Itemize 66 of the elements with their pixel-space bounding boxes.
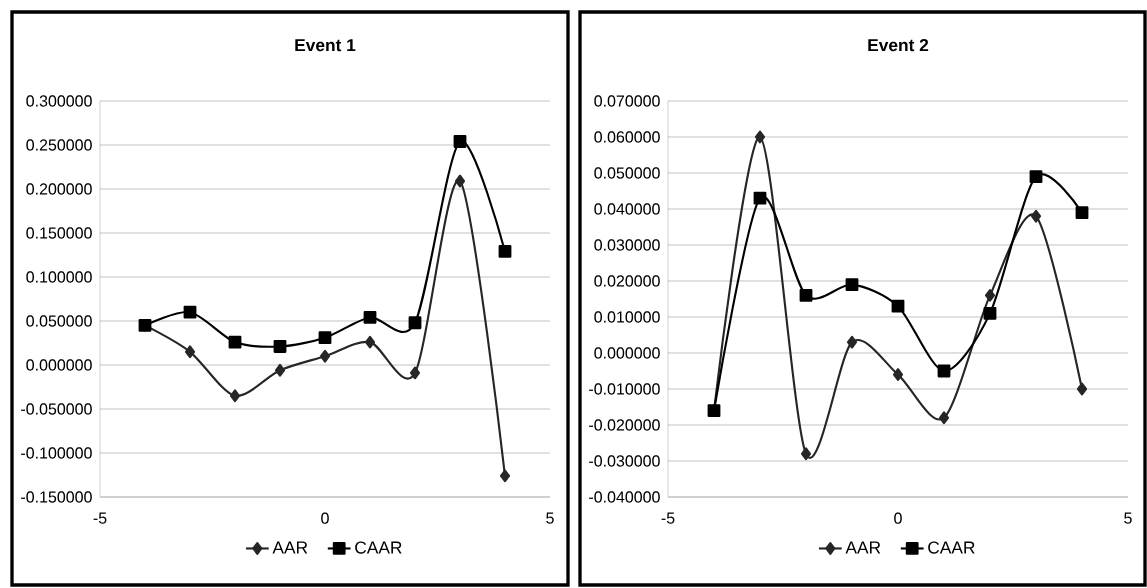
y-tick-label: -0.030000 [589, 455, 660, 467]
point [1076, 382, 1088, 396]
point [498, 245, 512, 258]
y-tick-label: 0.150000 [26, 227, 92, 239]
point [228, 335, 242, 349]
point [800, 447, 812, 461]
point [408, 316, 422, 330]
point [318, 331, 332, 345]
point [845, 278, 859, 291]
point [937, 364, 951, 378]
y-tick-label: 0.100000 [26, 271, 92, 283]
x-tick-label: 5 [546, 512, 554, 524]
point [363, 311, 377, 324]
y-tick-label: -0.020000 [589, 419, 660, 431]
point [364, 335, 376, 349]
point [454, 174, 466, 188]
point [1030, 209, 1042, 223]
point [319, 349, 331, 363]
y-tick-label: 0.050000 [594, 167, 660, 179]
y-tick-label: 0.060000 [594, 131, 660, 143]
legend-label: CAAR [355, 541, 402, 554]
y-tick-label: -0.010000 [589, 383, 660, 395]
y-tick-label: -0.100000 [21, 447, 92, 459]
y-tick-label: -0.150000 [21, 491, 92, 503]
x-tick-label: 5 [1124, 512, 1132, 524]
point [891, 299, 905, 313]
point [453, 135, 467, 148]
legend-label: CAAR [928, 541, 975, 554]
point [409, 366, 421, 380]
y-tick-label: 0.200000 [26, 183, 92, 195]
point [799, 288, 813, 302]
y-tick-label: 0.000000 [594, 347, 660, 359]
point [183, 305, 197, 319]
y-tick-label: 0.300000 [26, 95, 92, 107]
y-tick-label: 0.040000 [594, 203, 660, 215]
y-tick-label: 0.030000 [594, 239, 660, 251]
point [1075, 206, 1089, 219]
point [273, 340, 287, 353]
y-tick-label: -0.050000 [21, 403, 92, 415]
x-tick-label: 0 [894, 512, 902, 524]
point [983, 306, 997, 320]
point [892, 368, 904, 381]
x-tick-label: 0 [321, 512, 329, 524]
y-tick-label: -0.040000 [589, 491, 660, 503]
point [846, 335, 858, 349]
point [229, 389, 241, 403]
point [184, 345, 196, 359]
legend-label: AAR [845, 541, 881, 554]
y-tick-label: 0.010000 [594, 311, 660, 323]
point [753, 191, 767, 205]
point [984, 288, 996, 302]
y-tick-label: 0.250000 [26, 139, 92, 151]
y-tick-label: 0.050000 [26, 315, 92, 327]
y-tick-label: 0.020000 [594, 275, 660, 287]
x-tick-label: -5 [661, 512, 675, 524]
point [1029, 170, 1043, 183]
point [499, 469, 511, 483]
point [274, 363, 286, 377]
legend-label: AAR [272, 541, 308, 554]
point [938, 411, 950, 425]
y-tick-label: 0.070000 [594, 95, 660, 107]
point [754, 130, 766, 144]
x-tick-label: -5 [93, 512, 107, 524]
chart-title: Event 1 [295, 39, 356, 52]
chart-title: Event 2 [868, 39, 929, 52]
y-tick-label: 0.000000 [26, 359, 92, 371]
